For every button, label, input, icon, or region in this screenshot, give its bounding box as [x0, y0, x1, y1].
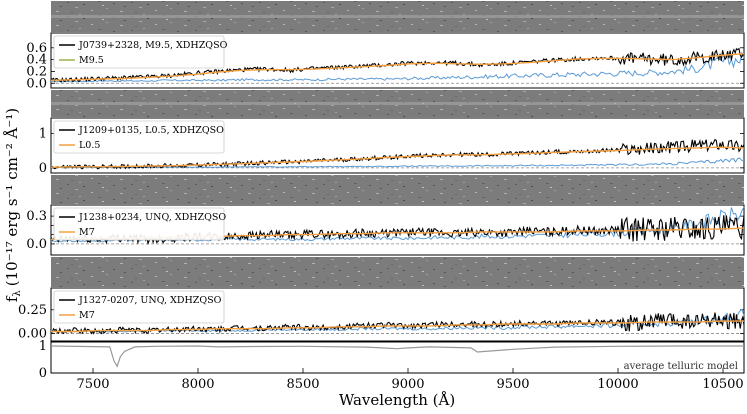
y-tick-label: 0.0 [26, 76, 47, 91]
telluric-curve [50, 345, 744, 368]
x-tick-label: 9000 [391, 377, 424, 392]
x-tick-label: 9500 [496, 377, 529, 392]
panel-j1209+0135: 0 1 J1209+0135, L0.5, XDHZQSO L0.5 [39, 117, 745, 176]
y-tick-label: 0.3 [26, 209, 47, 224]
legend-box [53, 207, 225, 241]
telluric-y-tick-label: 0 [39, 366, 47, 381]
x-tick-label: 8000 [181, 377, 214, 392]
legend: J1209+0135, L0.5, XDHZQSO L0.5 [53, 120, 225, 154]
x-tick-label: 10000 [597, 377, 638, 392]
x-tick-label: 8500 [286, 377, 319, 392]
y-axis-title-symbol: f [3, 295, 21, 302]
x-tick-label: 10500 [702, 377, 743, 392]
legend-label-template: L0.5 [79, 140, 100, 151]
x-tick-label: 7500 [76, 377, 109, 392]
two-d-trace-2 [51, 102, 744, 105]
telluric-label: average telluric model [624, 361, 738, 372]
legend-box [53, 35, 225, 69]
spectrum-panels: 0.00.20.40.6 J0739+2328, M9.5, XDHZQSOM9.… [18, 32, 745, 342]
legend-box [53, 290, 225, 324]
legend-label-object: J1238+0234, UNQ, XDHZQSO [78, 212, 226, 223]
legend-label-template: M7 [79, 227, 95, 238]
legend-label-object: J1209+0135, L0.5, XDHZQSO [78, 125, 224, 136]
panel-j1327-0207: 0.00 0.25 J1327-0207, UNQ, XDHZQSO M7 [18, 287, 745, 342]
svg-text:fλ(10⁻¹⁷ erg s⁻¹ cm⁻² Å⁻¹): fλ (10⁻¹⁷ erg s⁻¹ cm⁻² Å⁻¹) [3, 108, 23, 302]
y-tick-label: 0.25 [18, 303, 47, 318]
template-spectrum [50, 53, 745, 81]
y-tick-label: 0.00 [18, 326, 47, 341]
y-tick-label: 0.0 [26, 237, 47, 252]
noise-spectrum [50, 51, 745, 83]
noise-spectrum [50, 157, 745, 169]
legend-box [53, 120, 225, 154]
two-d-spectrum-strip-3 [51, 175, 744, 204]
panel-j0739+2328: 0.00.20.40.6 J0739+2328, M9.5, XDHZQSO M9.… [26, 32, 745, 91]
legend-label-object: J0739+2328, M9.5, XDHZQSO [78, 40, 228, 51]
telluric-frame [50, 341, 745, 374]
y-tick-label: 0.6 [26, 41, 47, 56]
two-d-spectrum-strip-4 [51, 257, 744, 287]
telluric-y-tick-label: 1 [39, 339, 47, 354]
y-axis-title-subscript: λ [12, 290, 23, 297]
legend-label-template: M7 [79, 310, 95, 321]
y-tick-label: 1 [39, 126, 47, 141]
legend-label-template: M9.5 [79, 55, 104, 66]
x-axis: 7500 8000 8500 9000 9500 10000 10500 [76, 368, 744, 392]
template-spectrum [51, 320, 744, 333]
x-axis-title: Wavelength (Å) [339, 391, 455, 409]
y-axis-title-units: (10⁻¹⁷ erg s⁻¹ cm⁻² Å⁻¹) [3, 108, 21, 286]
panel-j1238+0234: 0.0 0.3 J1238+0234, UNQ, XDHZQSO M7 [26, 204, 745, 256]
y-axis-title: fλ (10⁻¹⁷ erg s⁻¹ cm⁻² Å⁻¹) [3, 108, 23, 302]
legend-label-object: J1327-0207, UNQ, XDHZQSO [78, 295, 222, 306]
legend: J0739+2328, M9.5, XDHZQSO M9.5 [53, 35, 228, 69]
telluric-panel: 0 1 average telluric model [39, 339, 745, 381]
template-spectrum [50, 146, 745, 168]
y-tick-label: 0 [39, 161, 47, 176]
y-tick-label: 0.4 [26, 53, 47, 68]
legend: J1327-0207, UNQ, XDHZQSO M7 [53, 290, 225, 324]
y-tick-label: 0.2 [26, 64, 47, 79]
legend: J1238+0234, UNQ, XDHZQSO M7 [53, 207, 226, 241]
two-d-trace-1 [51, 15, 744, 18]
